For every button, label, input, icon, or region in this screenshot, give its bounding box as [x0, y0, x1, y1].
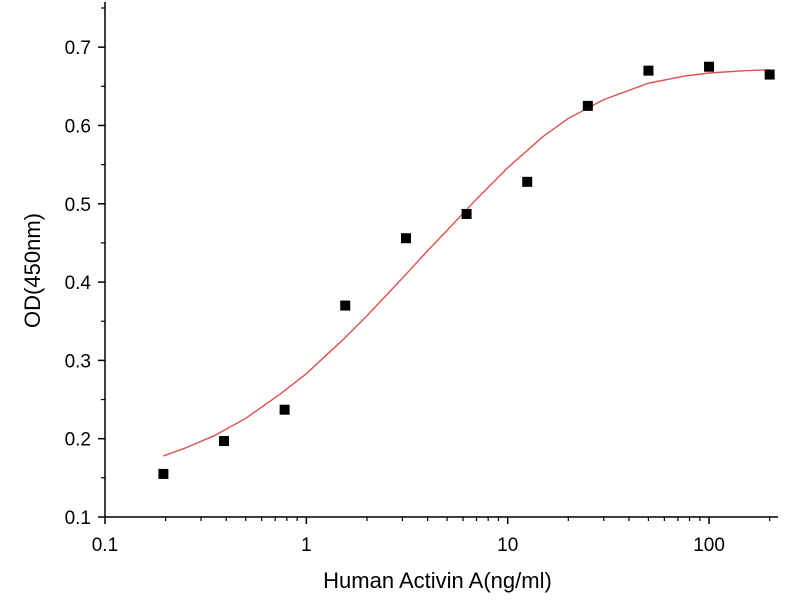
data-point [522, 176, 533, 187]
data-point [279, 404, 290, 415]
y-tick-label: 0.4 [65, 273, 92, 294]
x-axis-title: Human Activin A(ng/ml) [323, 568, 552, 593]
y-axis-title: OD(450nm) [20, 213, 45, 328]
data-point [158, 468, 169, 479]
data-point [764, 69, 775, 80]
y-tick-label: 0.5 [65, 195, 91, 216]
data-point [582, 100, 593, 111]
data-point [461, 208, 472, 219]
x-axis-ticks: 0.1 1 10 100 [92, 517, 771, 556]
fit-curve-line [163, 69, 770, 457]
data-point [704, 61, 715, 72]
fit-curve-layer [163, 69, 770, 457]
data-point [219, 436, 230, 447]
x-tick-label: 0.1 [92, 535, 118, 556]
y-tick-label: 0.3 [65, 351, 91, 372]
y-axis-ticks: 0.1 0.2 0.3 0.4 0.5 0.6 0.7 [65, 7, 105, 529]
y-tick-label: 0.1 [65, 508, 91, 529]
plot-area [104, 2, 778, 518]
data-point [340, 300, 351, 311]
y-tick-label: 0.7 [65, 38, 91, 59]
data-point [400, 233, 411, 244]
y-tick-label: 0.2 [65, 430, 91, 451]
x-tick-label: 10 [497, 535, 518, 556]
data-points-layer [158, 61, 775, 479]
data-point [643, 65, 654, 76]
x-tick-label: 1 [301, 535, 312, 556]
x-tick-label: 100 [693, 535, 725, 556]
y-tick-label: 0.6 [65, 116, 91, 137]
